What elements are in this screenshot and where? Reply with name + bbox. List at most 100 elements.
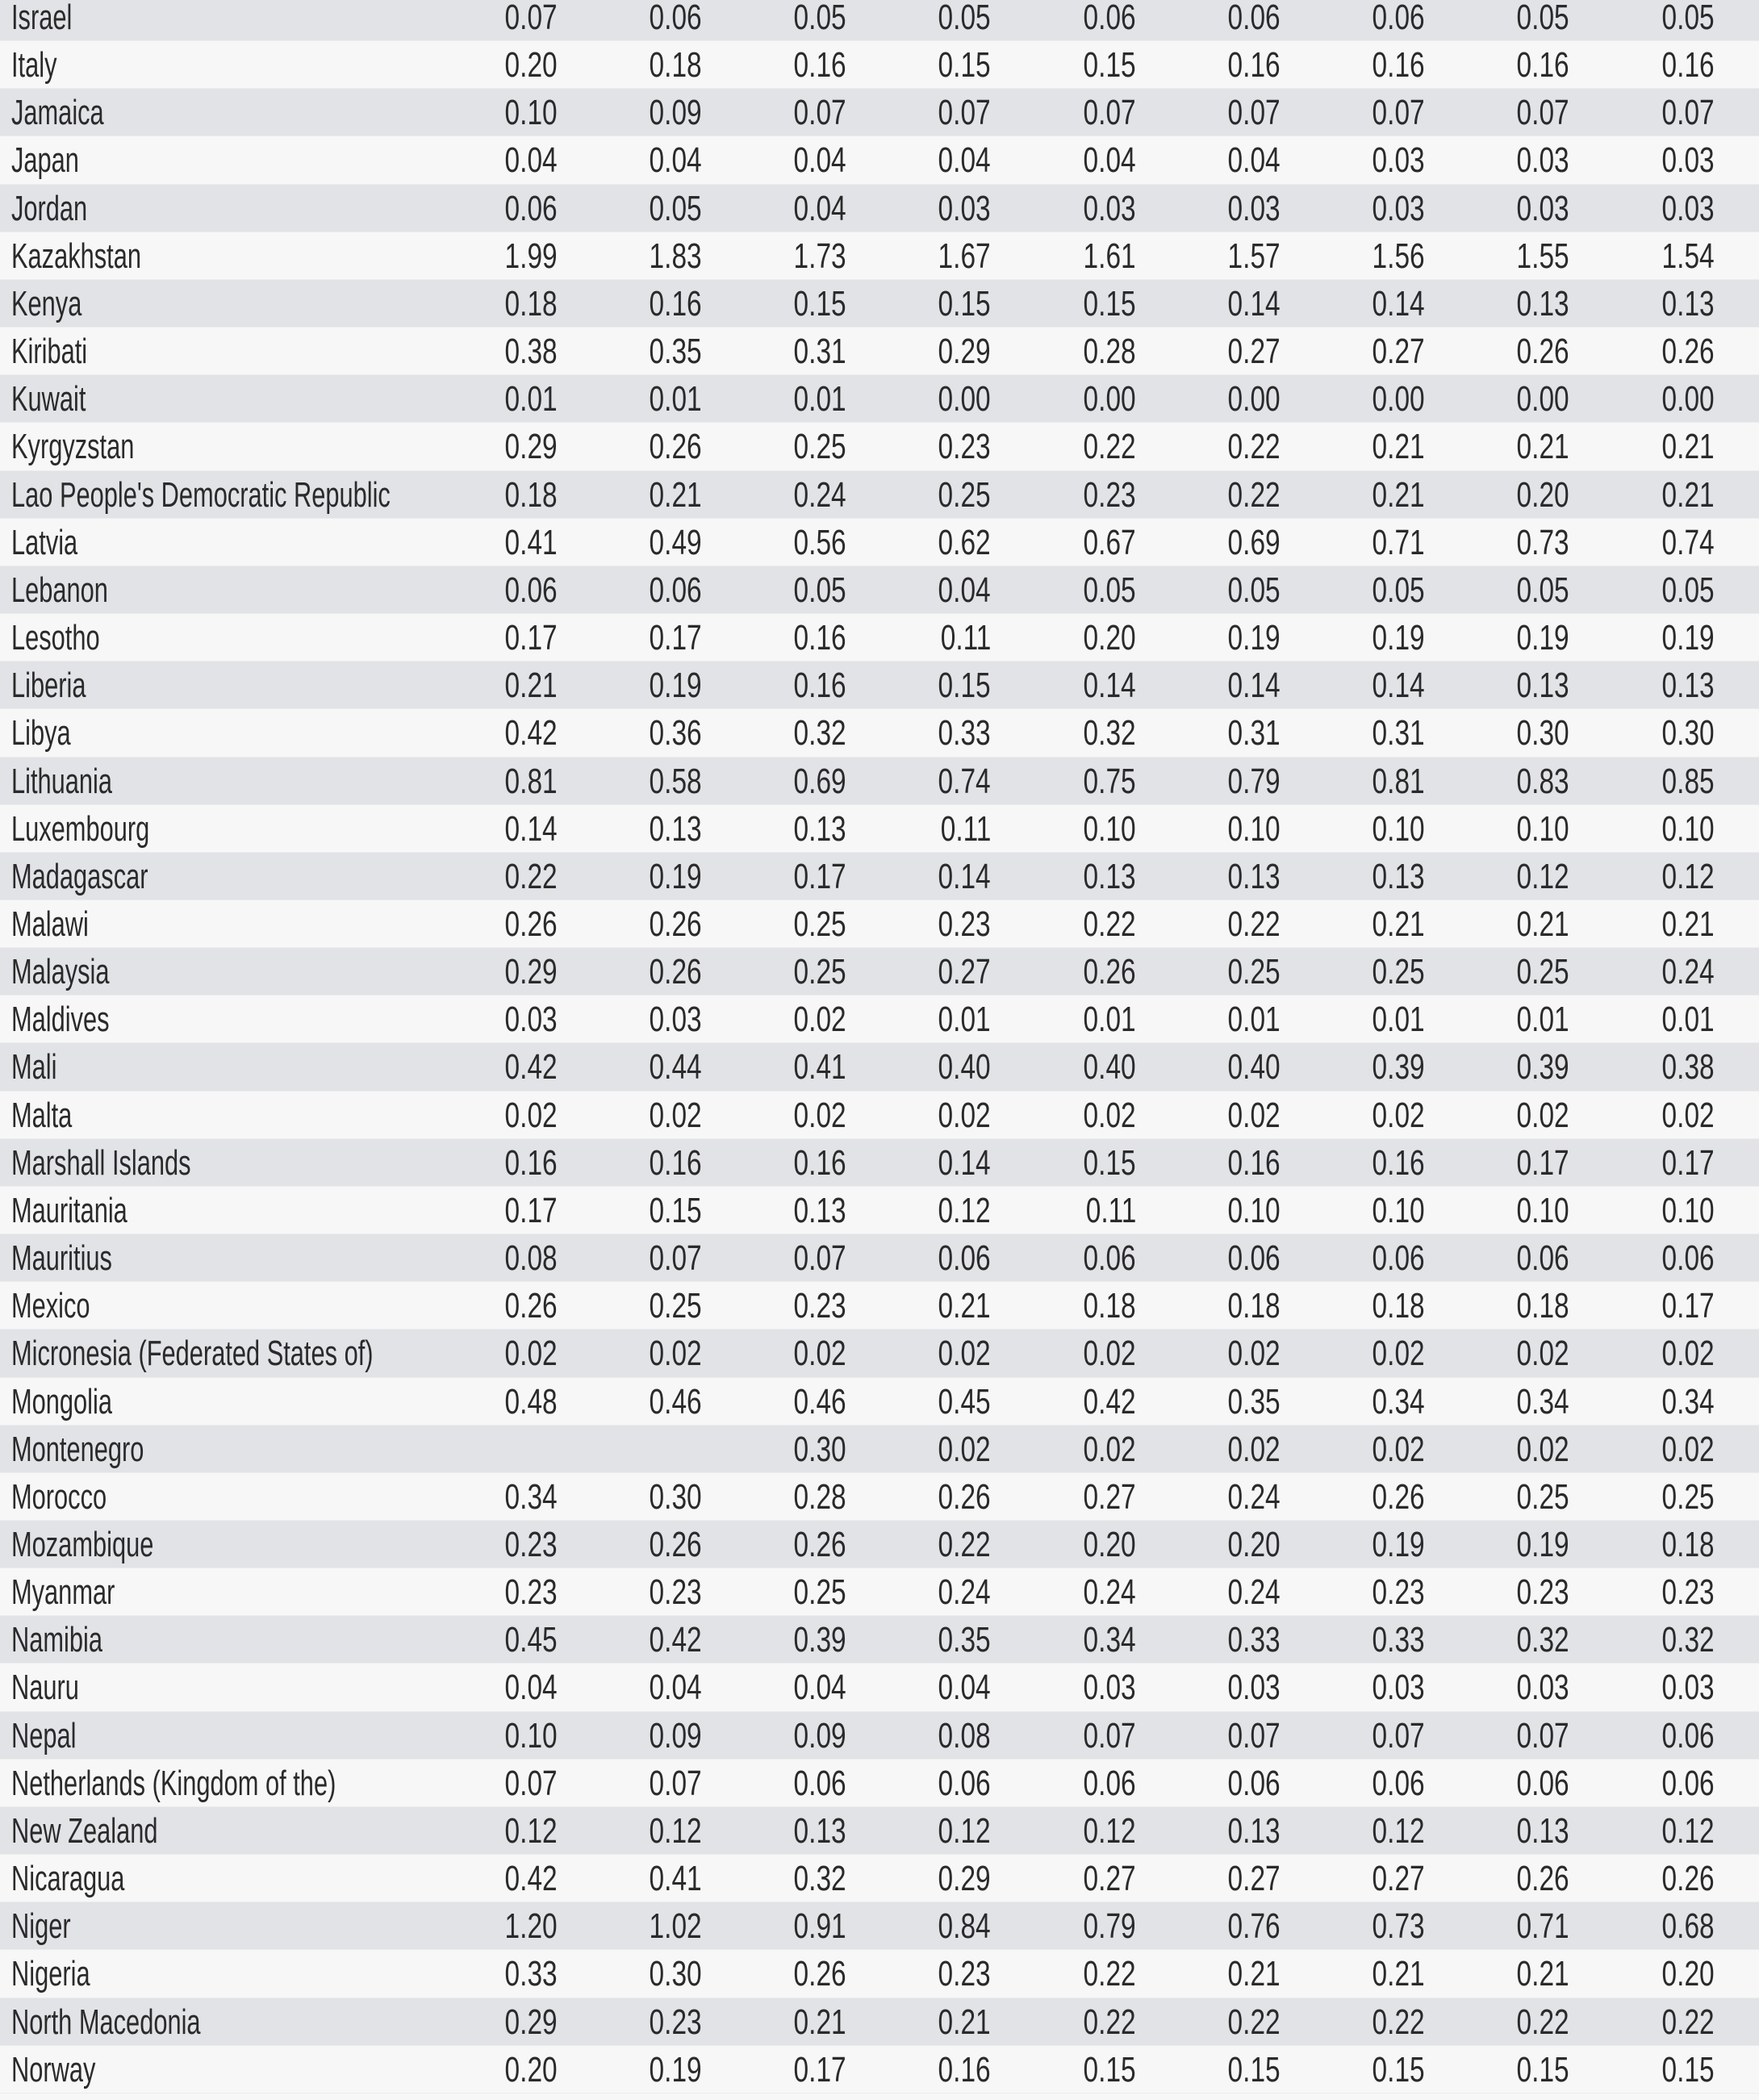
value-cell: 0.21 <box>793 2002 846 2042</box>
value-cell: 0.07 <box>504 0 558 37</box>
table-row: Kenya 0.18 0.16 0.15 0.15 0.15 0.14 0.14 0.13 0.1… <box>0 279 1759 328</box>
table-row: Malawi 0.26 0.26 0.25 0.23 0.22 0.22 0.21 0.21 0.… <box>0 900 1759 949</box>
value-cell: 0.21 <box>649 474 702 515</box>
value-cell: 0.24 <box>793 474 846 515</box>
value-cell: 0.04 <box>504 140 558 181</box>
value-cell: 0.20 <box>1516 474 1569 515</box>
value-cell: 0.25 <box>793 952 846 992</box>
value-cell: 0.23 <box>1516 1572 1569 1613</box>
value-cell: 0.13 <box>1083 856 1136 896</box>
value-cell: 0.02 <box>649 1095 702 1135</box>
value-cell: 0.07 <box>793 93 846 133</box>
value-cell: 0.14 <box>1227 666 1281 706</box>
value-cell: 0.15 <box>1372 2049 1425 2090</box>
value-cell: 0.30 <box>793 1429 846 1469</box>
value-cell: 0.10 <box>1372 808 1425 849</box>
value-cell: 0.25 <box>1661 1476 1715 1517</box>
value-cell: 0.42 <box>504 1047 558 1088</box>
value-cell: 0.32 <box>793 713 846 754</box>
value-cell: 0.35 <box>938 1620 991 1660</box>
value-cell: 0.22 <box>1372 2002 1425 2042</box>
value-cell: 0.07 <box>1372 93 1425 133</box>
value-cell: 0.22 <box>1083 427 1136 467</box>
value-cell: 0.10 <box>504 93 558 133</box>
value-cell: 0.19 <box>1661 618 1715 658</box>
value-cell: 0.30 <box>1516 713 1569 754</box>
value-cell: 0.33 <box>1372 1620 1425 1660</box>
country-name: Lao People's Democratic Republic <box>11 474 391 515</box>
value-cell: 0.01 <box>649 379 702 420</box>
value-cell: 0.35 <box>649 332 702 372</box>
country-name: Jamaica <box>11 93 104 133</box>
value-cell: 0.05 <box>793 0 846 37</box>
value-cell: 0.13 <box>1227 1810 1281 1851</box>
country-name: Myanmar <box>11 1572 115 1613</box>
table-row: Nicaragua 0.42 0.41 0.32 0.29 0.27 0.27 0.27 0.2… <box>0 1855 1759 1903</box>
value-cell: 0.25 <box>1372 952 1425 992</box>
value-cell: 0.13 <box>1516 1810 1569 1851</box>
value-cell: 0.02 <box>1516 1429 1569 1469</box>
value-cell: 0.16 <box>649 1142 702 1183</box>
table-row: Luxembourg 0.14 0.13 0.13 0.11 0.10 0.10 0.10 0.… <box>0 804 1759 853</box>
table-row: Maldives 0.03 0.03 0.02 0.01 0.01 0.01 0.01 0.01… <box>0 996 1759 1044</box>
value-cell: 0.16 <box>1661 45 1715 86</box>
country-name: Mauritius <box>11 1238 112 1279</box>
value-cell: 0.19 <box>649 666 702 706</box>
value-cell: 0.29 <box>938 1859 991 1899</box>
value-cell: 0.03 <box>1372 1668 1425 1708</box>
value-cell: 0.06 <box>1227 1238 1281 1279</box>
value-cell: 0.18 <box>649 45 702 86</box>
value-cell: 0.25 <box>938 474 991 515</box>
value-cell: 0.21 <box>1372 904 1425 944</box>
value-cell: 0.49 <box>649 522 702 562</box>
table-row: Micronesia (Federated States of) 0.02 0.02… <box>0 1330 1759 1378</box>
value-cell: 0.02 <box>938 1095 991 1135</box>
value-cell: 0.14 <box>1083 666 1136 706</box>
value-cell: 0.21 <box>1227 1954 1281 1994</box>
value-cell: 0.00 <box>1516 379 1569 420</box>
value-cell: 0.02 <box>1372 1095 1425 1135</box>
value-cell: 0.26 <box>1516 332 1569 372</box>
value-cell: 0.03 <box>1516 188 1569 228</box>
value-cell: 0.26 <box>793 1525 846 1564</box>
country-name: Montenegro <box>11 1429 144 1469</box>
value-cell: 0.34 <box>1516 1381 1569 1422</box>
value-cell: 0.07 <box>504 1763 558 1803</box>
value-cell: 0.12 <box>1372 1810 1425 1851</box>
value-cell: 0.05 <box>793 570 846 610</box>
value-cell: 0.18 <box>1516 1286 1569 1326</box>
country-name: Nigeria <box>11 1954 90 1994</box>
value-cell: 0.02 <box>1661 1429 1715 1469</box>
value-cell: 0.03 <box>649 1000 702 1040</box>
value-cell: 0.11 <box>940 808 991 849</box>
value-cell: 0.25 <box>649 1286 702 1326</box>
country-name: Latvia <box>11 522 78 562</box>
value-cell: 0.68 <box>1661 1906 1715 1947</box>
value-cell: 0.26 <box>504 1286 558 1326</box>
value-cell: 0.21 <box>1372 474 1425 515</box>
value-cell: 0.07 <box>1372 1715 1425 1756</box>
value-cell: 0.31 <box>1372 713 1425 754</box>
value-cell: 0.10 <box>1661 808 1715 849</box>
value-cell: 0.01 <box>1227 1000 1281 1040</box>
country-name: Netherlands (Kingdom of the) <box>11 1763 336 1803</box>
value-cell: 1.56 <box>1372 236 1425 276</box>
value-cell: 0.18 <box>504 474 558 515</box>
country-name: Malta <box>11 1095 73 1135</box>
value-cell: 0.19 <box>649 856 702 896</box>
value-cell: 0.13 <box>1227 856 1281 896</box>
value-cell: 0.03 <box>1661 1668 1715 1708</box>
value-cell: 0.17 <box>1661 1142 1715 1183</box>
value-cell: 0.21 <box>938 2002 991 2042</box>
value-cell: 0.13 <box>1661 283 1715 324</box>
value-cell: 0.79 <box>1227 761 1281 801</box>
value-cell: 0.67 <box>1083 522 1136 562</box>
value-cell: 0.02 <box>1661 1334 1715 1374</box>
value-cell: 0.26 <box>1516 1859 1569 1899</box>
value-cell: 0.34 <box>504 1476 558 1517</box>
value-cell: 0.15 <box>1083 2049 1136 2090</box>
value-cell: 0.19 <box>649 2049 702 2090</box>
value-cell: 0.23 <box>1083 474 1136 515</box>
value-cell: 0.30 <box>1661 713 1715 754</box>
value-cell: 0.12 <box>938 1810 991 1851</box>
